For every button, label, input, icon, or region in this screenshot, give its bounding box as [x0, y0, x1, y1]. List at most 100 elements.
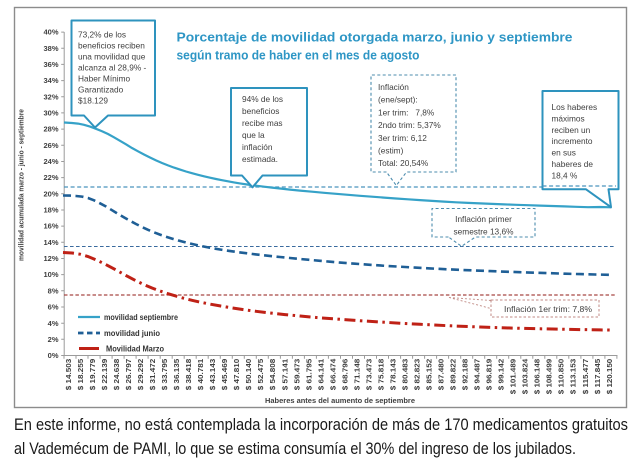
- svg-text:$ 68.796: $ 68.796: [340, 359, 349, 390]
- svg-text:$ 92.188: $ 92.188: [461, 359, 470, 390]
- svg-text:$ 108.499: $ 108.499: [545, 359, 554, 394]
- svg-text:$ 106.148: $ 106.148: [533, 359, 542, 394]
- svg-text:$ 103.824: $ 103.824: [521, 359, 530, 394]
- svg-text:Movilidad Marzo: Movilidad Marzo: [106, 345, 164, 354]
- svg-text:$ 61.795: $ 61.795: [304, 359, 313, 390]
- svg-text:2%: 2%: [48, 335, 59, 344]
- svg-text:$ 89.822: $ 89.822: [449, 359, 458, 390]
- svg-text:recibe mas: recibe mas: [242, 118, 283, 128]
- svg-text:8%: 8%: [48, 286, 59, 295]
- svg-text:que la: que la: [242, 130, 265, 140]
- svg-text:$ 75.818: $ 75.818: [376, 359, 385, 390]
- svg-text:$ 36.135: $ 36.135: [172, 359, 181, 390]
- svg-text:94% de los: 94% de los: [242, 94, 283, 104]
- svg-text:$ 57.141: $ 57.141: [280, 359, 289, 390]
- svg-text:22%: 22%: [43, 173, 58, 182]
- svg-text:$ 54.808: $ 54.808: [268, 359, 277, 390]
- svg-text:$ 24.638: $ 24.638: [112, 359, 121, 390]
- svg-text:(ene/sept):: (ene/sept):: [378, 95, 418, 105]
- svg-text:incremento: incremento: [552, 136, 593, 146]
- svg-text:haberes de: haberes de: [552, 159, 594, 169]
- svg-text:Haber Mínimo: Haber Mínimo: [78, 74, 130, 84]
- svg-text:26%: 26%: [43, 141, 58, 150]
- svg-text:Inflación primer: Inflación primer: [455, 214, 512, 224]
- svg-text:$ 113.153: $ 113.153: [569, 359, 578, 394]
- svg-text:18,4 %: 18,4 %: [552, 170, 578, 180]
- svg-text:$ 64.141: $ 64.141: [316, 359, 325, 390]
- svg-text:movilidad acumulada marzo - ju: movilidad acumulada marzo - junio - sept…: [17, 109, 26, 261]
- svg-text:36%: 36%: [43, 60, 58, 69]
- svg-text:$ 110.850: $ 110.850: [557, 359, 566, 394]
- svg-text:6%: 6%: [48, 303, 59, 312]
- svg-text:2ndo trim: 5,37%: 2ndo trim: 5,37%: [378, 120, 441, 130]
- svg-text:según tramo de haber en el mes: según tramo de haber en el mes de agosto: [177, 48, 420, 63]
- svg-text:$ 22.139: $ 22.139: [100, 359, 109, 390]
- svg-text:28%: 28%: [43, 125, 58, 134]
- svg-text:beneficios: beneficios: [242, 106, 279, 116]
- svg-text:34%: 34%: [43, 76, 58, 85]
- svg-text:$ 117.845: $ 117.845: [593, 359, 602, 394]
- svg-text:$ 78.143: $ 78.143: [388, 359, 397, 390]
- svg-text:$ 19.779: $ 19.779: [88, 359, 97, 390]
- svg-text:Porcentaje de movilidad otorga: Porcentaje de movilidad otorgada marzo, …: [177, 30, 573, 45]
- svg-text:Los haberes: Los haberes: [552, 102, 598, 112]
- svg-text:38%: 38%: [43, 44, 58, 53]
- svg-text:$ 80.483: $ 80.483: [401, 359, 410, 390]
- svg-text:semestre 13,6%: semestre 13,6%: [454, 227, 515, 237]
- svg-text:$ 59.473: $ 59.473: [292, 359, 301, 390]
- svg-text:$ 29.292: $ 29.292: [136, 359, 145, 390]
- svg-text:$ 33.795: $ 33.795: [160, 359, 169, 390]
- svg-text:Inflación 1er trim: 7,8%: Inflación 1er trim: 7,8%: [504, 304, 593, 314]
- svg-text:Total: 20,54%: Total: 20,54%: [378, 158, 429, 168]
- svg-text:$ 26.797: $ 26.797: [124, 359, 133, 390]
- svg-text:20%: 20%: [43, 189, 58, 198]
- svg-text:movilidad junio: movilidad junio: [104, 329, 160, 338]
- svg-text:$ 38.418: $ 38.418: [184, 359, 193, 390]
- svg-text:73,2% de los: 73,2% de los: [78, 30, 126, 40]
- svg-text:$ 18.255: $ 18.255: [76, 359, 85, 390]
- svg-text:1er trim: 7,8%: 1er trim: 7,8%: [378, 107, 435, 117]
- svg-text:4%: 4%: [48, 319, 59, 328]
- svg-text:$ 82.823: $ 82.823: [413, 359, 422, 390]
- svg-text:$ 120.150: $ 120.150: [605, 359, 614, 394]
- svg-text:$ 94.487: $ 94.487: [473, 359, 482, 390]
- svg-text:16%: 16%: [43, 222, 58, 231]
- svg-text:$ 43.143: $ 43.143: [208, 359, 217, 390]
- svg-text:$ 85.152: $ 85.152: [425, 359, 434, 390]
- svg-text:$ 101.489: $ 101.489: [509, 359, 518, 394]
- svg-text:En este informe, no está conte: En este informe, no está contemplada la …: [14, 415, 628, 434]
- svg-text:$ 115.477: $ 115.477: [581, 359, 590, 394]
- svg-text:inflación: inflación: [242, 142, 273, 152]
- svg-text:$ 87.480: $ 87.480: [437, 359, 446, 390]
- svg-text:32%: 32%: [43, 92, 58, 101]
- svg-text:Haberes antes del aumento de s: Haberes antes del aumento de septiembre: [265, 396, 415, 405]
- svg-text:$ 47.810: $ 47.810: [232, 359, 241, 390]
- svg-text:al Vademécum de PAMI, lo que s: al Vademécum de PAMI, lo que se estima c…: [14, 439, 576, 458]
- svg-text:$ 14.503: $ 14.503: [64, 359, 73, 390]
- svg-text:en sus: en sus: [552, 148, 576, 158]
- svg-text:3er trim: 6,12: 3er trim: 6,12: [378, 133, 427, 143]
- svg-text:$ 52.475: $ 52.475: [256, 359, 265, 390]
- svg-text:18%: 18%: [43, 206, 58, 215]
- svg-text:$ 31.472: $ 31.472: [148, 359, 157, 390]
- svg-text:30%: 30%: [43, 109, 58, 118]
- svg-text:24%: 24%: [43, 157, 58, 166]
- svg-text:beneficios reciben: beneficios reciben: [78, 41, 145, 51]
- svg-text:$ 50.140: $ 50.140: [244, 359, 253, 390]
- svg-text:$ 66.474: $ 66.474: [328, 359, 337, 390]
- svg-text:máximos: máximos: [552, 113, 585, 123]
- svg-text:una movilidad que: una movilidad que: [78, 52, 146, 62]
- svg-text:estimada.: estimada.: [242, 154, 278, 164]
- svg-text:movilidad septiembre: movilidad septiembre: [104, 313, 178, 322]
- svg-text:10%: 10%: [43, 270, 58, 279]
- svg-text:$ 71.148: $ 71.148: [352, 359, 361, 390]
- svg-text:$ 73.473: $ 73.473: [364, 359, 373, 390]
- svg-text:(estim): (estim): [378, 146, 404, 156]
- svg-text:$ 99.142: $ 99.142: [497, 359, 506, 390]
- svg-text:$ 45.469: $ 45.469: [220, 359, 229, 390]
- svg-text:12%: 12%: [43, 254, 58, 263]
- svg-text:Inflación: Inflación: [378, 82, 409, 92]
- svg-text:0%: 0%: [48, 351, 59, 360]
- svg-text:Garantizado: Garantizado: [78, 85, 124, 95]
- svg-text:reciben un: reciben un: [552, 125, 591, 135]
